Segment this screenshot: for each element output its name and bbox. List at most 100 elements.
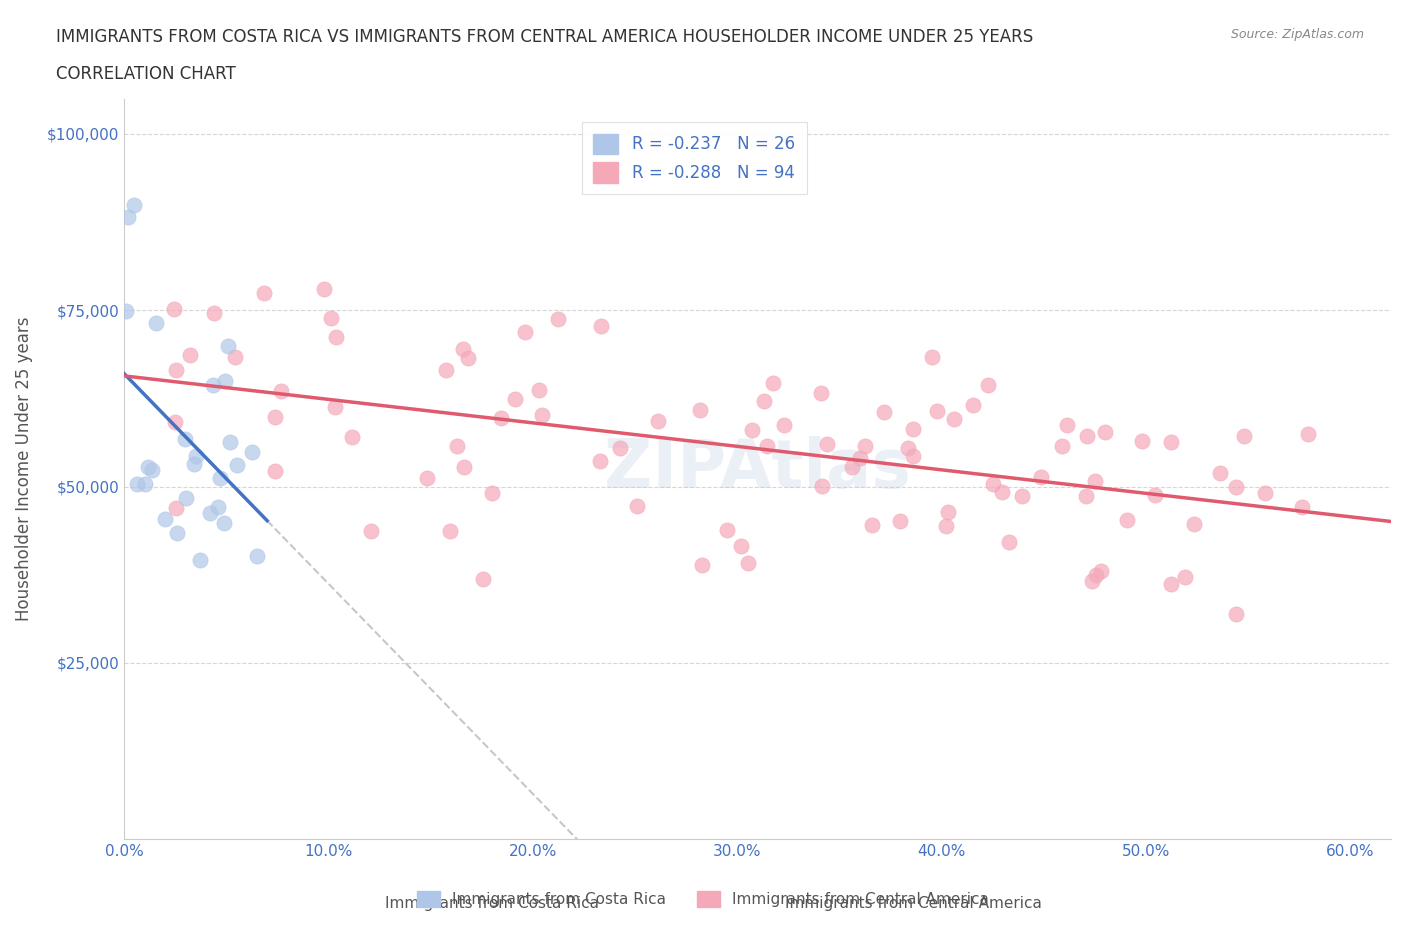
Point (841, 459, 863, 474)
Point (325, 330, 347, 345)
Point (416, 471, 439, 485)
Point (1225, 480, 1247, 495)
Point (360, 524, 382, 538)
Point (921, 350, 943, 365)
Point (609, 441, 631, 456)
Point (471, 571, 494, 586)
Point (647, 414, 669, 429)
Point (815, 437, 838, 452)
Point (903, 421, 925, 436)
Point (716, 522, 738, 537)
Point (773, 418, 796, 432)
Point (1011, 488, 1033, 503)
Point (1291, 499, 1313, 514)
Point (935, 518, 957, 533)
Point (188, 552, 211, 567)
Point (270, 383, 292, 398)
Point (977, 378, 1000, 392)
Point (491, 411, 513, 426)
Legend: Immigrants from Costa Rica, Immigrants from Central America: Immigrants from Costa Rica, Immigrants f… (411, 884, 995, 913)
Point (1081, 574, 1104, 589)
Point (138, 459, 160, 474)
Point (240, 445, 263, 459)
Point (1182, 517, 1205, 532)
Point (981, 477, 1004, 492)
Point (1233, 429, 1256, 444)
Point (217, 339, 239, 353)
Point (207, 500, 229, 515)
Point (155, 512, 177, 526)
Point (531, 407, 554, 422)
Point (505, 392, 527, 406)
Point (1029, 470, 1052, 485)
Point (174, 490, 197, 505)
Point (962, 397, 984, 412)
Point (214, 374, 236, 389)
Point (991, 485, 1014, 499)
Point (889, 513, 911, 528)
Point (943, 412, 966, 427)
Point (756, 438, 779, 453)
Point (1090, 564, 1112, 578)
Point (1160, 434, 1182, 449)
Point (446, 438, 468, 453)
Point (997, 535, 1019, 550)
Point (434, 363, 457, 378)
Point (226, 458, 249, 472)
Point (114, 304, 136, 319)
Point (340, 430, 363, 445)
Point (860, 517, 883, 532)
Point (752, 394, 775, 409)
Point (1130, 434, 1153, 449)
Point (224, 350, 246, 365)
Point (897, 440, 920, 455)
Point (1085, 567, 1108, 582)
Point (737, 555, 759, 570)
Point (591, 318, 613, 333)
Point (547, 312, 569, 327)
Legend: R = -0.237   N = 26, R = -0.288   N = 94: R = -0.237 N = 26, R = -0.288 N = 94 (582, 122, 807, 194)
Point (481, 485, 503, 500)
Point (166, 525, 188, 540)
Point (439, 524, 461, 538)
Text: Immigrants from Central America: Immigrants from Central America (786, 897, 1042, 911)
Point (134, 476, 156, 491)
Point (848, 451, 870, 466)
Point (145, 316, 167, 331)
Point (927, 404, 949, 418)
Point (246, 549, 269, 564)
Point (183, 457, 205, 472)
Point (762, 376, 785, 391)
Point (810, 385, 832, 400)
Point (1116, 512, 1139, 527)
Text: Source: ZipAtlas.com: Source: ZipAtlas.com (1230, 28, 1364, 41)
Point (853, 439, 876, 454)
Point (810, 478, 832, 493)
Point (184, 449, 207, 464)
Point (319, 311, 342, 325)
Point (515, 325, 537, 339)
Point (1225, 606, 1247, 621)
Point (689, 403, 711, 418)
Text: Immigrants from Costa Rica: Immigrants from Costa Rica (385, 897, 599, 911)
Point (325, 400, 347, 415)
Point (212, 516, 235, 531)
Point (264, 410, 287, 425)
Point (1094, 425, 1116, 440)
Point (219, 434, 242, 449)
Point (314, 282, 336, 297)
Point (1050, 438, 1073, 453)
Point (165, 500, 187, 515)
Point (457, 351, 479, 365)
Y-axis label: Householder Income Under 25 years: Householder Income Under 25 years (15, 317, 32, 621)
Point (589, 454, 612, 469)
Point (163, 302, 186, 317)
Text: IMMIGRANTS FROM COSTA RICA VS IMMIGRANTS FROM CENTRAL AMERICA HOUSEHOLDER INCOME: IMMIGRANTS FROM COSTA RICA VS IMMIGRANTS… (56, 28, 1033, 46)
Point (936, 505, 959, 520)
Point (1076, 429, 1098, 444)
Point (1160, 577, 1182, 591)
Point (1209, 466, 1232, 481)
Point (730, 538, 752, 553)
Point (127, 477, 149, 492)
Point (179, 347, 201, 362)
